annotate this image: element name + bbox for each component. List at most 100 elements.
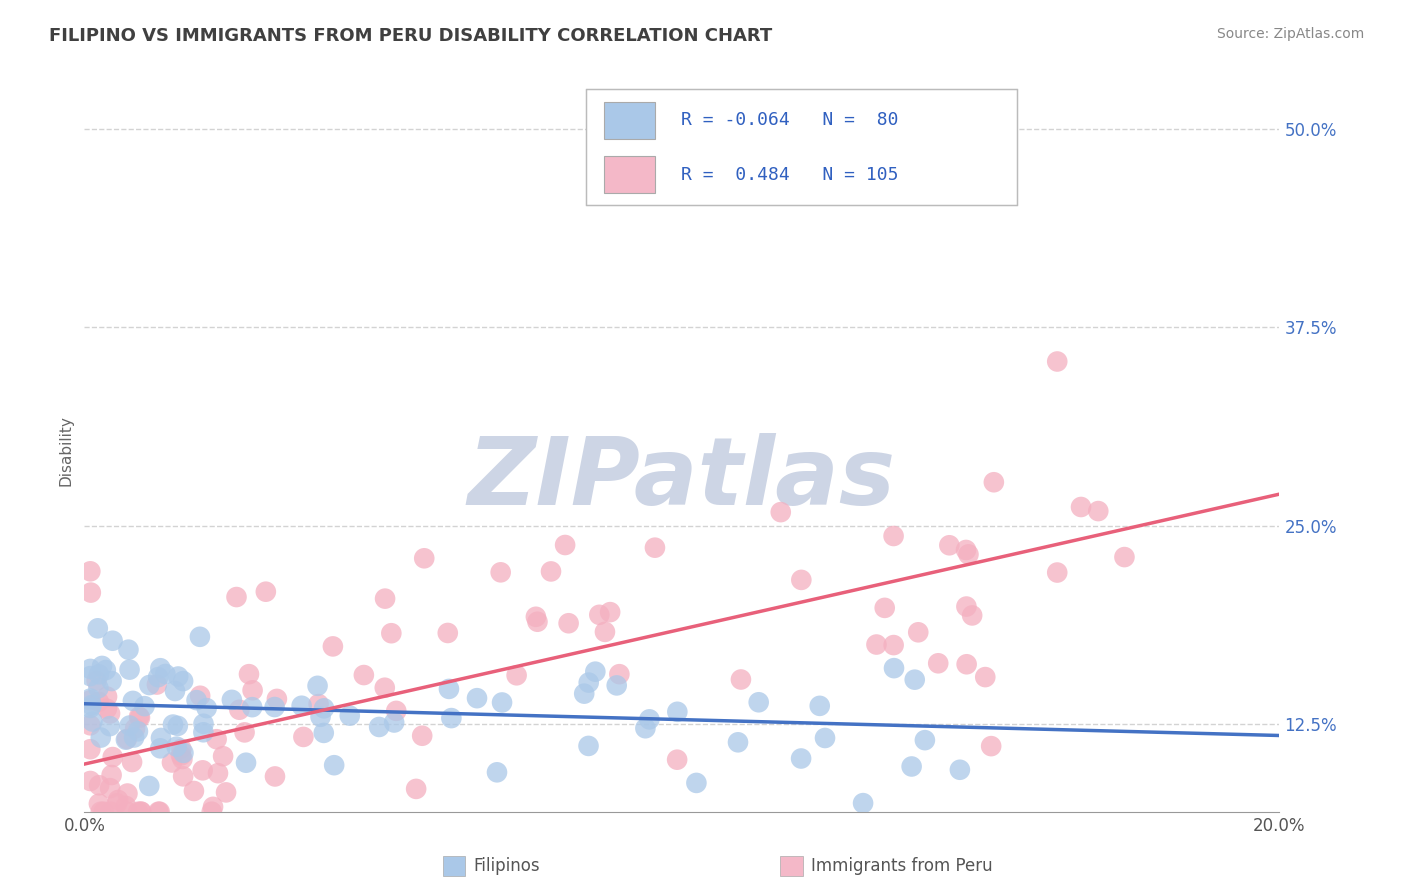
- Point: [685, 776, 707, 790]
- Point: [907, 625, 929, 640]
- Point: [79, 669, 101, 683]
- Point: [87, 681, 110, 695]
- Point: [87, 695, 110, 709]
- Point: [638, 712, 661, 726]
- Point: [374, 681, 396, 695]
- Point: [188, 689, 211, 703]
- Point: [1114, 550, 1136, 565]
- Point: [79, 701, 101, 715]
- Point: [207, 766, 229, 780]
- Point: [149, 805, 172, 819]
- Point: [127, 724, 149, 739]
- Point: [89, 778, 111, 792]
- Text: Filipinos: Filipinos: [474, 857, 540, 875]
- Point: [195, 701, 218, 715]
- Point: [90, 731, 112, 745]
- Point: [437, 681, 460, 696]
- Point: [86, 673, 108, 688]
- Point: [489, 566, 512, 580]
- Point: [578, 675, 600, 690]
- Point: [172, 746, 194, 760]
- Point: [309, 710, 332, 724]
- Point: [1046, 354, 1069, 368]
- Point: [146, 677, 169, 691]
- Point: [118, 663, 141, 677]
- Point: [115, 731, 138, 746]
- Point: [149, 661, 172, 675]
- Point: [235, 756, 257, 770]
- Point: [312, 701, 335, 715]
- Point: [79, 691, 101, 706]
- Point: [593, 624, 616, 639]
- Point: [554, 538, 576, 552]
- Point: [368, 720, 391, 734]
- Point: [100, 674, 122, 689]
- Point: [411, 729, 433, 743]
- Point: [505, 668, 527, 682]
- Point: [955, 543, 977, 558]
- Point: [574, 687, 596, 701]
- Point: [101, 750, 124, 764]
- Point: [666, 705, 689, 719]
- Point: [172, 752, 194, 766]
- Point: [957, 547, 980, 561]
- Point: [634, 721, 657, 735]
- Point: [790, 751, 813, 765]
- Point: [485, 765, 508, 780]
- Point: [117, 642, 139, 657]
- Point: [149, 741, 172, 756]
- Point: [353, 668, 375, 682]
- Point: [609, 667, 631, 681]
- Point: [240, 700, 263, 714]
- Point: [814, 731, 837, 745]
- Point: [238, 667, 260, 681]
- Point: [115, 732, 138, 747]
- Point: [540, 565, 562, 579]
- Point: [82, 714, 104, 729]
- Point: [98, 719, 121, 733]
- Point: [1046, 566, 1069, 580]
- Point: [748, 695, 770, 709]
- Point: [291, 698, 314, 713]
- Point: [221, 693, 243, 707]
- Y-axis label: Disability: Disability: [58, 415, 73, 486]
- Point: [307, 679, 329, 693]
- Point: [904, 673, 927, 687]
- Point: [557, 616, 579, 631]
- Point: [374, 591, 396, 606]
- Point: [883, 661, 905, 675]
- Point: [79, 564, 101, 578]
- Point: [974, 670, 997, 684]
- Point: [160, 756, 183, 770]
- Point: [323, 758, 346, 772]
- Point: [956, 657, 979, 672]
- Point: [138, 678, 160, 692]
- Point: [166, 719, 188, 733]
- Point: [225, 590, 247, 604]
- Point: [201, 805, 224, 819]
- Point: [122, 694, 145, 708]
- Point: [80, 698, 103, 713]
- Point: [385, 704, 408, 718]
- Point: [172, 674, 194, 689]
- Point: [79, 662, 101, 676]
- Point: [205, 732, 228, 747]
- Point: [172, 769, 194, 783]
- Point: [865, 638, 887, 652]
- Point: [339, 708, 361, 723]
- Point: [193, 725, 215, 739]
- Point: [138, 779, 160, 793]
- Point: [98, 781, 121, 796]
- Point: [79, 742, 101, 756]
- Point: [808, 698, 831, 713]
- Point: [162, 717, 184, 731]
- Point: [98, 706, 121, 721]
- Point: [128, 709, 150, 723]
- Point: [382, 715, 405, 730]
- Point: [129, 710, 152, 724]
- Point: [955, 599, 977, 614]
- Point: [134, 699, 156, 714]
- Point: [588, 607, 610, 622]
- Point: [960, 608, 983, 623]
- Point: [436, 626, 458, 640]
